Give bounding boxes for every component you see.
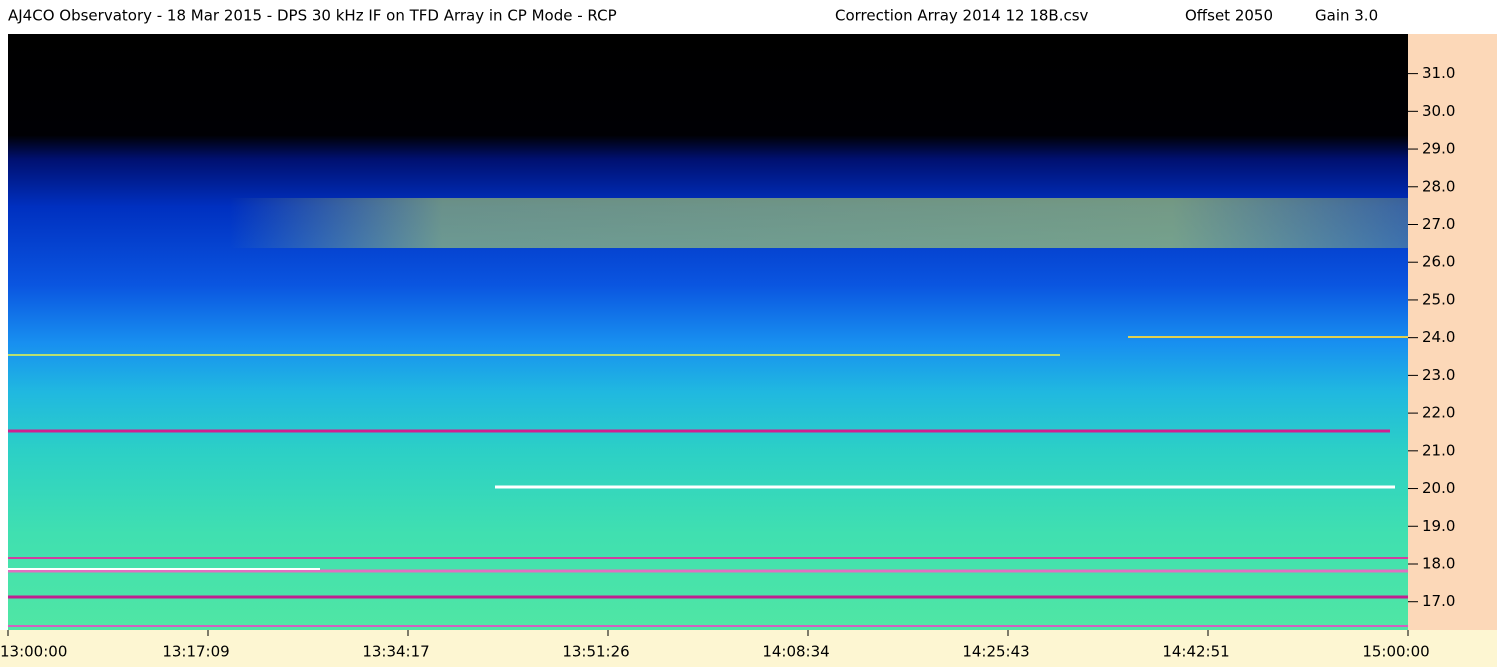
y-tick-label: 22.0 (1422, 404, 1455, 422)
y-tick-label: 30.0 (1422, 102, 1455, 120)
y-tick-label: 23.0 (1422, 366, 1455, 384)
title-strip (0, 0, 1497, 34)
x-tick-label: 15:00:00 (1362, 643, 1429, 661)
y-axis-panel (1408, 34, 1497, 630)
y-tick-label: 31.0 (1422, 64, 1455, 82)
y-tick-label: 21.0 (1422, 441, 1455, 459)
plot-area (8, 34, 1408, 630)
spectrogram-image (8, 34, 1408, 630)
interference-lines (8, 198, 1408, 627)
emission-band (230, 198, 1408, 248)
y-tick-label: 18.0 (1422, 554, 1455, 572)
file-name: Correction Array 2014 12 18B.csv (835, 7, 1089, 25)
x-tick-label: 13:34:17 (362, 643, 429, 661)
y-tick-label: 17.0 (1422, 592, 1455, 610)
x-tick-label: 13:51:26 (562, 643, 629, 661)
y-tick-label: 25.0 (1422, 290, 1455, 308)
y-tick-label: 20.0 (1422, 479, 1455, 497)
y-tick-label: 27.0 (1422, 215, 1455, 233)
y-tick-label: 19.0 (1422, 517, 1455, 535)
title: AJ4CO Observatory - 18 Mar 2015 - DPS 30… (8, 7, 617, 25)
y-tick-label: 28.0 (1422, 177, 1455, 195)
y-tick-label: 26.0 (1422, 253, 1455, 271)
gain: Gain 3.0 (1315, 7, 1378, 25)
offset: Offset 2050 (1185, 7, 1273, 25)
x-axis-panel (0, 630, 1497, 667)
left-margin (0, 34, 8, 630)
x-tick-label: 14:42:51 (1162, 643, 1229, 661)
x-tick-label: 13:17:09 (162, 643, 229, 661)
x-tick-label: 13:00:00 (0, 643, 67, 661)
x-tick-label: 14:08:34 (762, 643, 829, 661)
x-tick-label: 14:25:43 (962, 643, 1029, 661)
y-tick-label: 24.0 (1422, 328, 1455, 346)
y-tick-label: 29.0 (1422, 140, 1455, 158)
